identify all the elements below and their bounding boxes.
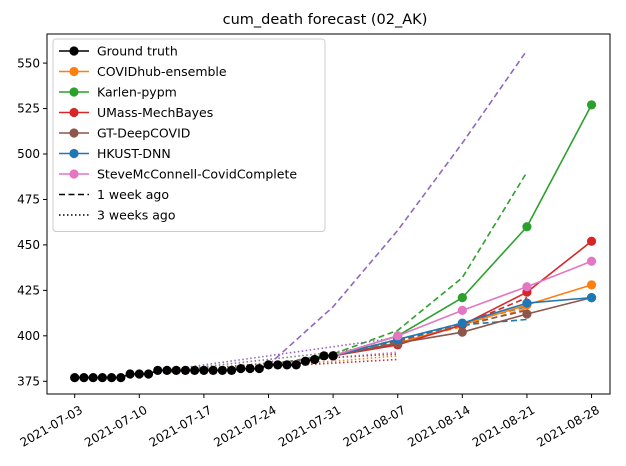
legend-label: Ground truth [97,44,178,59]
data-point [300,356,311,366]
data-point [70,373,80,383]
data-point [162,365,172,375]
data-point [107,373,117,383]
data-point [522,298,532,308]
data-point [319,351,329,361]
legend-label: 3 weeks ago [97,208,176,223]
data-point [88,373,98,383]
legend-box [52,38,326,232]
y-tick-label: 525 [17,102,40,116]
data-point [190,365,200,375]
legend-marker [69,46,79,56]
legend-label: UMass-MechBayes [97,105,213,120]
data-point [328,351,338,361]
data-point [522,309,532,319]
legend-marker [69,66,79,77]
data-point [586,293,597,303]
legend-label: SteveMcConnell-CovidComplete [97,167,297,182]
data-point [457,293,467,303]
legend-marker [69,169,79,179]
data-point [522,282,532,292]
data-point [586,236,597,246]
data-point [226,365,237,375]
data-point [208,365,218,375]
chart-title: cum_death forecast (02_AK) [223,12,428,28]
series-line-19 [139,353,398,375]
data-point [116,373,126,383]
data-point [586,280,597,290]
legend-marker [69,107,79,118]
data-point [457,318,467,328]
data-point [125,369,135,379]
data-point [245,363,255,374]
data-point [236,363,246,374]
legend-marker [69,87,79,97]
legend-label: HKUST-DNN [97,146,171,161]
legend-marker [69,128,79,138]
data-point [217,365,227,375]
legend-label: GT-DeepCOVID [97,126,190,141]
data-point [586,256,597,266]
y-tick-label: 400 [17,329,40,343]
legend-label: COVIDhub-ensemble [97,64,227,79]
data-point [291,360,301,370]
data-point [134,369,144,379]
y-tick-label: 550 [17,56,40,70]
legend: Ground truth COVIDhub-ensemble Karlen-pypm… [52,38,326,232]
data-point [273,360,283,370]
y-tick-label: 450 [17,238,40,252]
legend-marker [69,148,79,159]
data-point [180,365,191,375]
plot-frame [46,33,611,395]
data-point [282,360,292,370]
data-point [97,373,107,383]
data-point [310,354,320,365]
data-point [79,373,89,383]
series-line-14 [139,336,398,375]
data-point [522,222,532,232]
legend-label: 1 week ago [97,187,169,202]
data-point [393,331,403,341]
data-point [263,360,274,370]
data-point [171,365,181,375]
data-point [457,305,467,315]
y-tick-label: 425 [17,284,40,298]
y-tick-label: 375 [17,374,40,388]
data-point [153,365,163,375]
data-point [586,100,597,110]
data-point [457,327,467,337]
legend-label: Karlen-pypm [97,85,177,100]
series-layer [70,49,597,383]
data-point [199,365,209,375]
y-tick-label: 475 [17,193,40,207]
series-line-7 [267,49,528,366]
y-tick-label: 500 [17,147,40,161]
data-point [254,363,264,374]
data-point [143,369,154,379]
